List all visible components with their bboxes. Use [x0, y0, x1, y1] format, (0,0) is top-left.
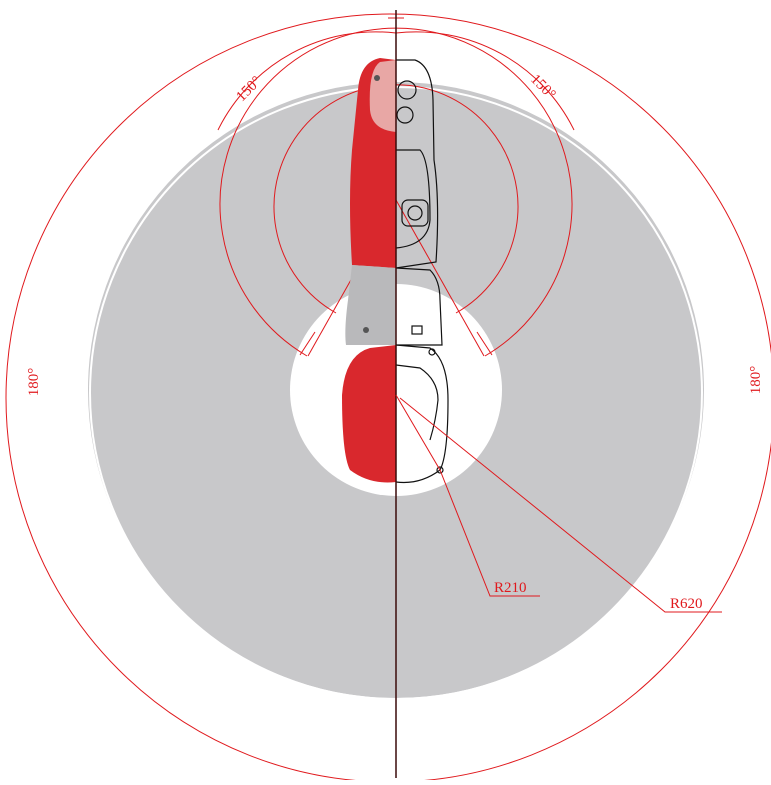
- angle-label: 180°: [26, 368, 42, 397]
- radius-label: R210: [494, 580, 527, 596]
- arc-tick: [299, 331, 316, 356]
- arc-tick: [476, 331, 493, 356]
- angle-label: 180°: [748, 366, 764, 395]
- radius-label: R620: [670, 596, 703, 612]
- leader-r210: [395, 394, 540, 597]
- angle-label: 150°: [233, 73, 264, 104]
- radius-leaders: [395, 394, 722, 613]
- robot-right: [395, 59, 449, 484]
- robot-left: [342, 58, 396, 483]
- leader-r620: [399, 397, 722, 613]
